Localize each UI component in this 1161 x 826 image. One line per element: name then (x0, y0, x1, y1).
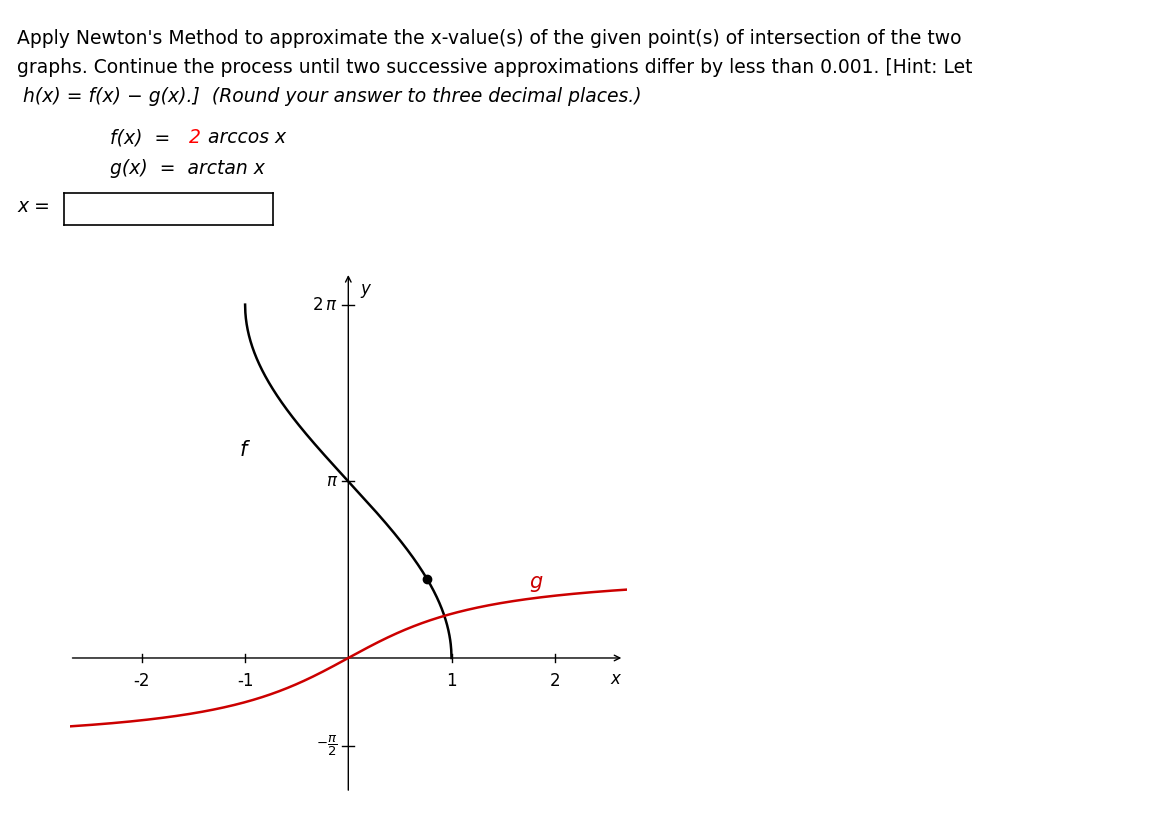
Text: 1: 1 (446, 672, 456, 690)
Text: 2: 2 (549, 672, 560, 690)
Text: -2: -2 (134, 672, 150, 690)
Text: -1: -1 (237, 672, 253, 690)
Text: f(x)  =: f(x) = (110, 128, 176, 147)
Text: $-\dfrac{\pi}{2}$: $-\dfrac{\pi}{2}$ (317, 734, 338, 758)
Text: h(x) = f(x) − g(x).]  (Round your answer to three decimal places.): h(x) = f(x) − g(x).] (Round your answer … (17, 87, 642, 106)
Text: f: f (240, 439, 247, 459)
Text: graphs. Continue the process until two successive approximations differ by less : graphs. Continue the process until two s… (17, 58, 973, 77)
Text: $\pi$: $\pi$ (326, 472, 338, 491)
Text: 2: 2 (189, 128, 201, 147)
Text: x =: x = (17, 197, 56, 216)
Text: g: g (529, 572, 542, 591)
Text: arccos x: arccos x (202, 128, 286, 147)
Text: x: x (611, 671, 621, 688)
Text: $2\,\pi$: $2\,\pi$ (312, 296, 338, 314)
Text: y: y (361, 280, 370, 298)
Text: Apply Newton's Method to approximate the x-value(s) of the given point(s) of int: Apply Newton's Method to approximate the… (17, 29, 962, 48)
Text: g(x)  =  arctan x: g(x) = arctan x (110, 159, 265, 178)
